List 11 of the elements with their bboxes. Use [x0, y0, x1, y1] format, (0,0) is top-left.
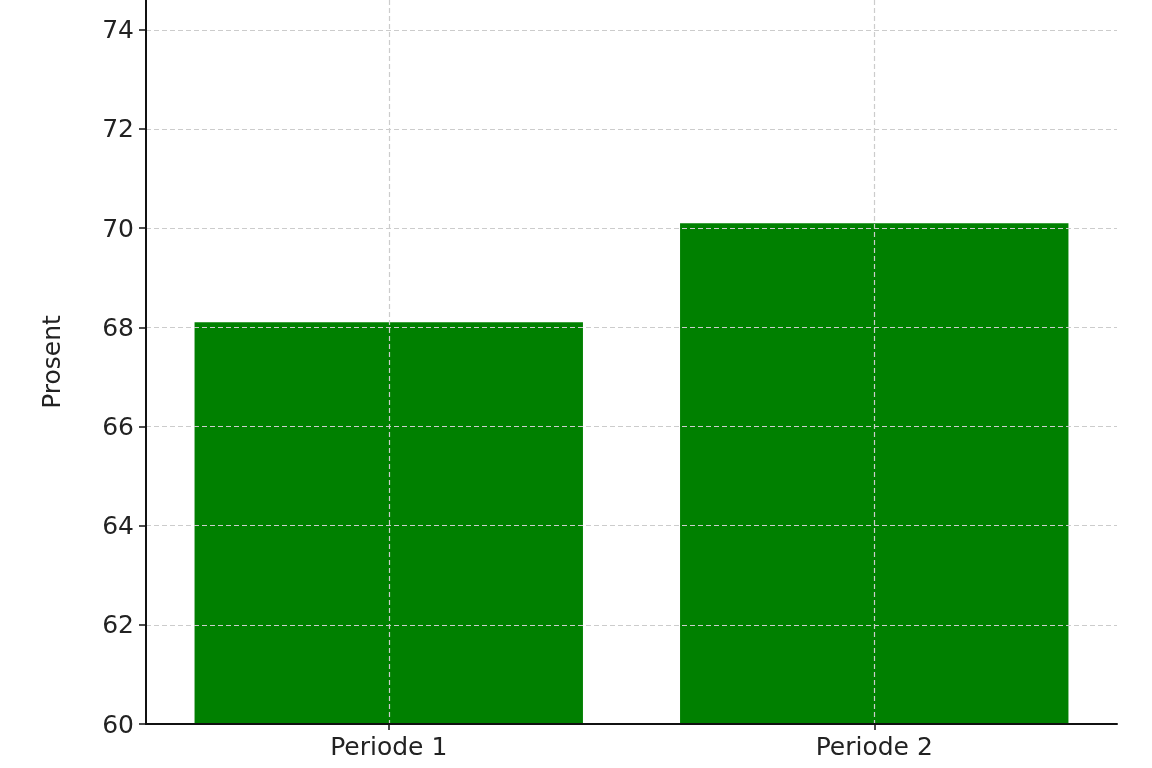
y-tick-label: 62: [102, 610, 134, 640]
x-tick-label: Periode 2: [815, 732, 933, 761]
y-tick-label: 68: [102, 312, 134, 342]
y-tick-label: 70: [102, 213, 134, 243]
y-tick-label: 74: [102, 15, 134, 45]
y-tick-label: 60: [102, 709, 134, 739]
x-tick-label: Periode 1: [330, 732, 448, 761]
y-tick-label: 72: [102, 114, 134, 144]
y-tick-label: 66: [102, 411, 134, 441]
y-tick-label: 64: [102, 511, 134, 541]
y-axis-title: Prosent: [37, 314, 66, 409]
